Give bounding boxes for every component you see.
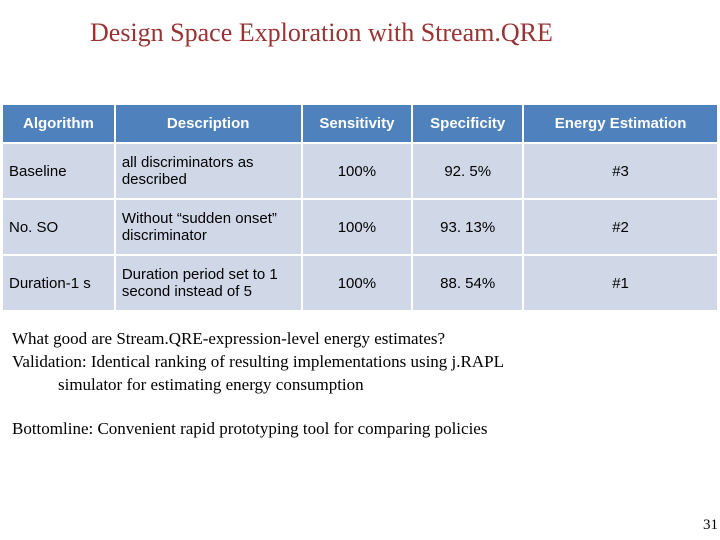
table-row: Duration-1 s Duration period set to 1 se…: [2, 255, 718, 311]
cell-algo: Duration-1 s: [2, 255, 115, 311]
para1-line3: simulator for estimating energy consumpt…: [12, 374, 700, 397]
th-sensitivity: Sensitivity: [302, 104, 413, 143]
th-specificity: Specificity: [412, 104, 523, 143]
slide: Design Space Exploration with Stream.QRE…: [0, 0, 720, 540]
para1-line2: Validation: Identical ranking of resulti…: [12, 352, 504, 371]
cell-sens: 100%: [302, 255, 413, 311]
cell-sens: 100%: [302, 199, 413, 255]
table-header-row: Algorithm Description Sensitivity Specif…: [2, 104, 718, 143]
cell-energy: #1: [523, 255, 718, 311]
cell-spec: 92. 5%: [412, 143, 523, 199]
cell-energy: #3: [523, 143, 718, 199]
cell-desc: Without “sudden onset” discriminator: [115, 199, 302, 255]
th-algorithm: Algorithm: [2, 104, 115, 143]
cell-desc: all discriminators as described: [115, 143, 302, 199]
th-energy: Energy Estimation: [523, 104, 718, 143]
paragraph-bottomline: Bottomline: Convenient rapid prototyping…: [12, 419, 700, 439]
cell-spec: 88. 54%: [412, 255, 523, 311]
algorithms-table: Algorithm Description Sensitivity Specif…: [1, 103, 719, 312]
table-row: No. SO Without “sudden onset” discrimina…: [2, 199, 718, 255]
table-row: Baseline all discriminators as described…: [2, 143, 718, 199]
cell-algo: No. SO: [2, 199, 115, 255]
paragraph-validation: What good are Stream.QRE-expression-leve…: [12, 328, 700, 397]
page-number: 31: [703, 517, 718, 534]
cell-spec: 93. 13%: [412, 199, 523, 255]
cell-energy: #2: [523, 199, 718, 255]
para1-line1: What good are Stream.QRE-expression-leve…: [12, 329, 445, 348]
th-description: Description: [115, 104, 302, 143]
slide-title: Design Space Exploration with Stream.QRE: [0, 0, 720, 48]
cell-sens: 100%: [302, 143, 413, 199]
cell-algo: Baseline: [2, 143, 115, 199]
cell-desc: Duration period set to 1 second instead …: [115, 255, 302, 311]
